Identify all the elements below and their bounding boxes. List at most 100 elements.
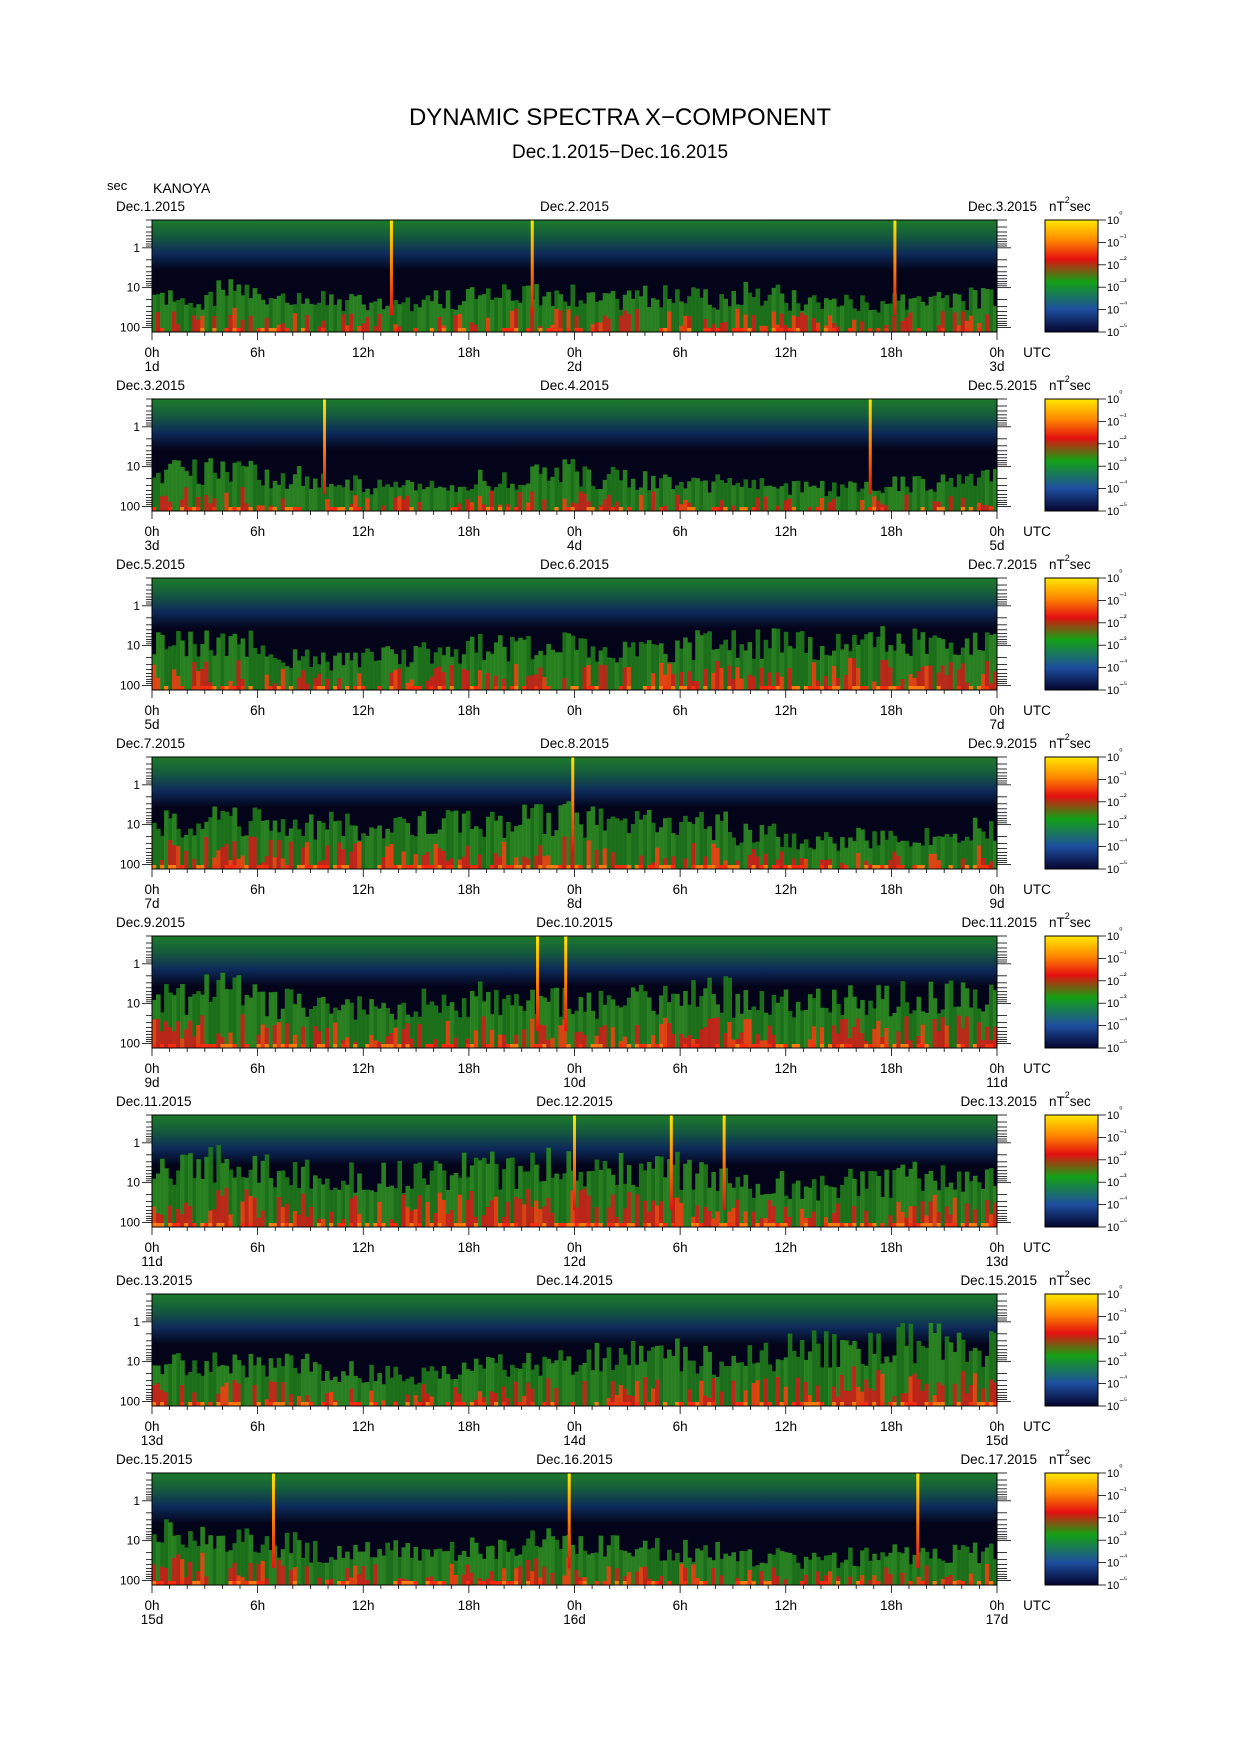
activity-column [715, 814, 720, 869]
activity-column-high [425, 1393, 431, 1406]
activity-column [767, 1553, 773, 1585]
activity-column [349, 1162, 354, 1227]
activity-column-high [570, 502, 576, 511]
activity-column [791, 1554, 797, 1585]
activity-column-high [300, 1026, 306, 1048]
activity-column [980, 1367, 986, 1406]
activity-column [807, 1351, 813, 1406]
activity-column-high [988, 1379, 994, 1406]
activity-column [836, 1003, 841, 1048]
activity-column-peak [574, 686, 580, 690]
activity-column-peak [892, 686, 897, 690]
activity-column-high [747, 854, 753, 869]
activity-column-peak [872, 1402, 877, 1406]
activity-column-high [856, 668, 861, 690]
activity-column-peak [574, 1223, 580, 1227]
activity-column [534, 804, 539, 869]
y-tick-label: 100 [120, 499, 140, 513]
activity-column-peak [453, 1223, 459, 1227]
activity-column-high [522, 1395, 527, 1406]
activity-column-high [204, 495, 209, 511]
activity-column [594, 661, 600, 690]
activity-column [164, 304, 169, 332]
activity-column [783, 483, 789, 511]
activity-column [848, 299, 853, 332]
activity-column [860, 829, 865, 869]
activity-column-high [156, 312, 161, 332]
activity-column-peak [457, 1402, 463, 1406]
activity-column-peak [860, 1402, 865, 1406]
x-tick-label: 12h [774, 1061, 797, 1076]
activity-column [739, 1362, 745, 1406]
activity-column [333, 1187, 338, 1227]
activity-column [168, 646, 173, 690]
activity-column-high [852, 319, 857, 332]
activity-column-high [711, 324, 716, 332]
activity-column [900, 643, 906, 690]
activity-column-high [695, 681, 700, 690]
activity-column [590, 1010, 596, 1048]
activity-column [630, 1185, 636, 1227]
activity-column [574, 812, 580, 869]
activity-column-peak [554, 865, 559, 869]
activity-column [192, 1360, 197, 1406]
activity-column [184, 304, 189, 332]
activity-column [397, 816, 403, 869]
activity-column-peak [558, 328, 564, 332]
activity-column [550, 1177, 555, 1227]
activity-column [751, 1006, 757, 1048]
activity-column-high [984, 1563, 990, 1585]
activity-column-high [272, 683, 278, 690]
activity-column [361, 304, 366, 332]
activity-column-peak [856, 686, 861, 690]
activity-column-peak [691, 1223, 696, 1227]
activity-column-peak [240, 686, 246, 690]
activity-column [558, 1549, 564, 1585]
activity-column [832, 298, 837, 332]
activity-column-high [240, 1014, 246, 1048]
activity-column-high [200, 1552, 205, 1585]
activity-column [787, 847, 793, 869]
activity-column [220, 461, 226, 511]
activity-column-peak [232, 507, 238, 511]
activity-column [449, 1002, 455, 1048]
activity-column-peak [803, 1223, 809, 1227]
activity-column [755, 1565, 761, 1585]
activity-column [522, 804, 527, 869]
activity-column-peak [490, 865, 495, 869]
activity-column [349, 1002, 354, 1048]
activity-column [248, 460, 254, 511]
activity-column-peak [461, 328, 467, 332]
activity-column-peak [626, 1402, 632, 1406]
activity-column-peak [968, 686, 974, 690]
activity-column-peak [980, 1223, 986, 1227]
activity-column [333, 1559, 338, 1585]
activity-column-peak [767, 686, 773, 690]
activity-column [844, 1340, 849, 1406]
activity-column-peak [160, 865, 165, 869]
activity-column-high [852, 1366, 857, 1406]
activity-column [530, 659, 535, 690]
activity-column-peak [880, 686, 885, 690]
activity-column [473, 996, 479, 1048]
spectrogram-activity [152, 220, 997, 332]
activity-column [840, 837, 845, 869]
activity-column [972, 632, 978, 690]
activity-column [208, 817, 213, 869]
activity-column-high [659, 1201, 664, 1227]
activity-column [538, 473, 543, 511]
activity-column [876, 1176, 881, 1227]
activity-column-high [481, 1016, 487, 1048]
activity-column [856, 491, 861, 511]
activity-column [815, 660, 821, 690]
activity-column [940, 474, 946, 511]
activity-column [642, 1540, 648, 1585]
activity-column [204, 295, 209, 332]
activity-column [385, 484, 390, 511]
activity-column-high [236, 858, 242, 869]
activity-column-peak [920, 686, 926, 690]
activity-column-high [365, 498, 370, 511]
activity-column [848, 985, 853, 1048]
x-tick-label: 0h [567, 345, 582, 360]
activity-column-high [494, 675, 499, 690]
